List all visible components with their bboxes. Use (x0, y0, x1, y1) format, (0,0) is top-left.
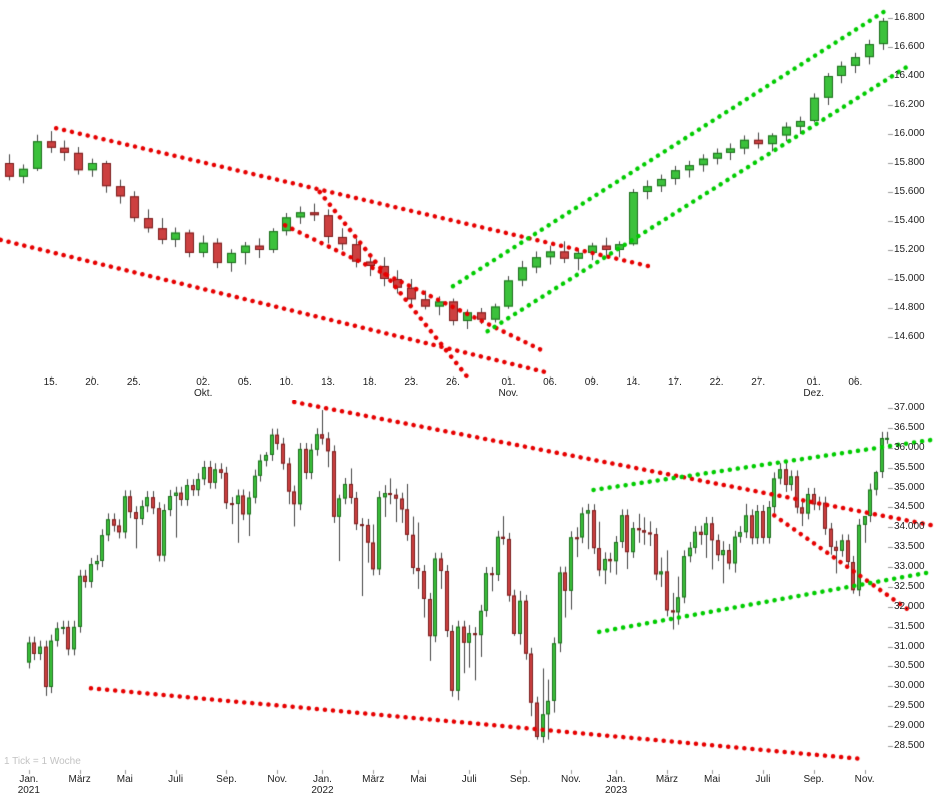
x-axis-label: Mai (410, 774, 427, 785)
x-axis-label: 09. (584, 377, 599, 388)
y-axis-label: 15.200 (894, 244, 925, 255)
y-axis-label: 34.500 (894, 501, 925, 513)
y-axis-label: 16.600 (894, 41, 925, 52)
x-axis-period-label: Nov. (498, 388, 519, 399)
x-axis-label: März (362, 774, 385, 785)
x-axis-label: Mai (704, 774, 721, 785)
y-axis-label: 31.000 (894, 640, 925, 652)
x-axis-label: März (68, 774, 91, 785)
y-axis-label: 35.500 (894, 461, 925, 473)
x-axis-label: Sep. (216, 774, 237, 785)
y-axis-label: 16.800 (894, 12, 925, 23)
lower-chart-canvas (0, 400, 941, 805)
y-axis-label: 32.000 (894, 600, 925, 612)
y-axis-label: 29.000 (894, 720, 925, 732)
y-axis-label: 37.000 (894, 402, 925, 413)
upper-chart-canvas (0, 0, 941, 400)
x-axis-label: 23. (404, 377, 419, 388)
y-axis-label: 15.800 (894, 157, 925, 168)
x-axis-label: Nov. (854, 774, 875, 785)
x-axis-label: Jan. (606, 774, 626, 785)
x-axis-label: Juli (755, 774, 771, 785)
y-axis-label: 31.500 (894, 620, 925, 632)
x-axis-label: Juli (168, 774, 184, 785)
x-axis-label: 26. (445, 377, 460, 388)
y-axis-label: 15.400 (894, 215, 925, 226)
x-axis-label: März (655, 774, 679, 785)
x-axis-label: Mai (116, 774, 133, 785)
x-axis-label: 06. (848, 377, 863, 388)
x-axis-label: 25. (126, 377, 141, 388)
y-axis-label: 35.000 (894, 481, 925, 493)
tick-interval-note: 1 Tick = 1 Woche (4, 756, 81, 767)
x-axis-period-label: 2022 (311, 785, 334, 796)
y-axis-label: 33.000 (894, 561, 925, 573)
x-axis-label: Nov. (267, 774, 288, 785)
x-axis-label: Juli (461, 774, 477, 785)
x-axis-label: Sep. (803, 774, 825, 785)
x-axis-label: 22. (709, 377, 724, 388)
y-axis-label: 16.400 (894, 70, 925, 81)
x-axis-label: 17. (667, 377, 682, 388)
lower-weekly-candlestick-chart: 37.000 36.500 36.000 35.500 35.000 34.500 34.0… (0, 400, 941, 805)
upper-daily-candlestick-chart: 16.800 16.600 16.400 16.200 16.000 15.800 15.6… (0, 0, 941, 400)
x-axis-label: 20. (85, 377, 100, 388)
x-axis-period-label: 2021 (17, 785, 40, 796)
y-axis-label: 30.000 (894, 680, 925, 692)
x-axis-label: 01. (501, 377, 516, 388)
x-axis-label: 05. (237, 377, 252, 388)
x-axis-label: 14. (626, 377, 641, 388)
y-axis-label: 14.600 (894, 331, 925, 342)
x-axis-label: Jan. (313, 774, 332, 785)
y-axis-label: 16.200 (894, 99, 925, 110)
x-axis-label: 18. (362, 377, 377, 388)
y-axis-label: 15.600 (894, 186, 925, 197)
x-axis-period-label: Okt. (194, 388, 213, 399)
x-axis-label: 06. (543, 377, 558, 388)
y-axis-label: 28.500 (894, 740, 925, 751)
y-axis-label: 30.500 (894, 660, 925, 672)
y-axis-label: 36.000 (894, 441, 925, 453)
y-axis-label: 34.000 (894, 521, 925, 533)
x-axis-label: 27. (751, 377, 766, 388)
y-axis-label: 36.500 (894, 421, 925, 433)
x-axis-label: 10. (279, 377, 294, 388)
x-axis-label: Jan. (19, 774, 39, 785)
x-axis-label: Sep. (509, 774, 531, 785)
y-axis-label: 32.500 (894, 580, 925, 592)
y-axis-label: 16.000 (894, 128, 925, 139)
x-axis-label: 15. (43, 377, 58, 388)
x-axis-label: Nov. (561, 774, 581, 785)
x-axis-period-label: Dez. (803, 388, 824, 399)
x-axis-period-label: 2023 (604, 785, 628, 796)
x-axis-label: 01. (806, 377, 821, 388)
y-axis-label: 14.800 (894, 302, 925, 313)
x-axis-label: 02. (196, 377, 211, 388)
y-axis-label: 33.500 (894, 541, 925, 553)
y-axis-label: 29.500 (894, 700, 925, 712)
y-axis-label: 15.000 (894, 273, 925, 284)
x-axis-label: 13. (321, 377, 336, 388)
